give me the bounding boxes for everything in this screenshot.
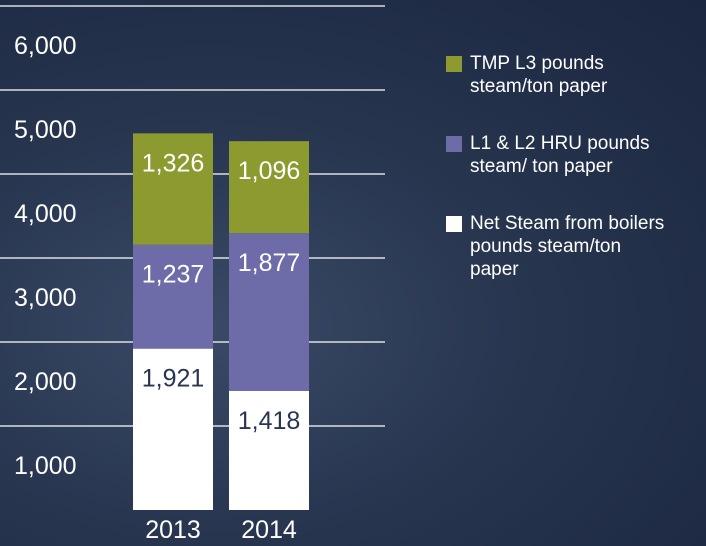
bar-segment <box>229 233 309 391</box>
value-label: 1,096 <box>238 157 301 185</box>
x-tick-label: 2013 <box>145 516 201 544</box>
bar-segment <box>229 141 309 234</box>
y-tick-label: 5,000 <box>14 116 77 144</box>
value-label: 1,237 <box>142 261 205 289</box>
bar-segment <box>133 348 213 510</box>
value-label: 1,921 <box>142 365 205 393</box>
value-label: 1,418 <box>238 407 301 435</box>
x-tick-label: 2014 <box>241 516 297 544</box>
legend-item: TMP L3 pounds steam/ton paper <box>446 52 670 98</box>
legend-swatch <box>446 216 462 232</box>
y-tick-label: 6,000 <box>14 32 77 60</box>
y-tick-label: 3,000 <box>14 284 77 312</box>
legend-item: L1 & L2 HRU pounds steam/ ton paper <box>446 132 670 178</box>
legend-item: Net Steam from boilers pounds steam/ton … <box>446 212 670 281</box>
legend-swatch <box>446 56 462 72</box>
bar-segment <box>133 244 213 349</box>
legend-label: L1 & L2 HRU pounds steam/ ton paper <box>470 133 650 177</box>
legend-label: Net Steam from boilers pounds steam/ton … <box>470 213 665 280</box>
y-tick-label: 4,000 <box>14 200 77 228</box>
bar-segment <box>133 133 213 245</box>
legend-swatch <box>446 136 462 152</box>
value-label: 1,877 <box>238 249 301 277</box>
legend: TMP L3 pounds steam/ton paper L1 & L2 HRU… <box>446 52 696 315</box>
value-label: 1,326 <box>142 149 205 177</box>
bar-segment <box>229 390 309 510</box>
legend-label: TMP L3 pounds steam/ton paper <box>470 53 608 97</box>
y-tick-label: 1,000 <box>14 452 77 480</box>
y-tick-label: 2,000 <box>14 368 77 396</box>
